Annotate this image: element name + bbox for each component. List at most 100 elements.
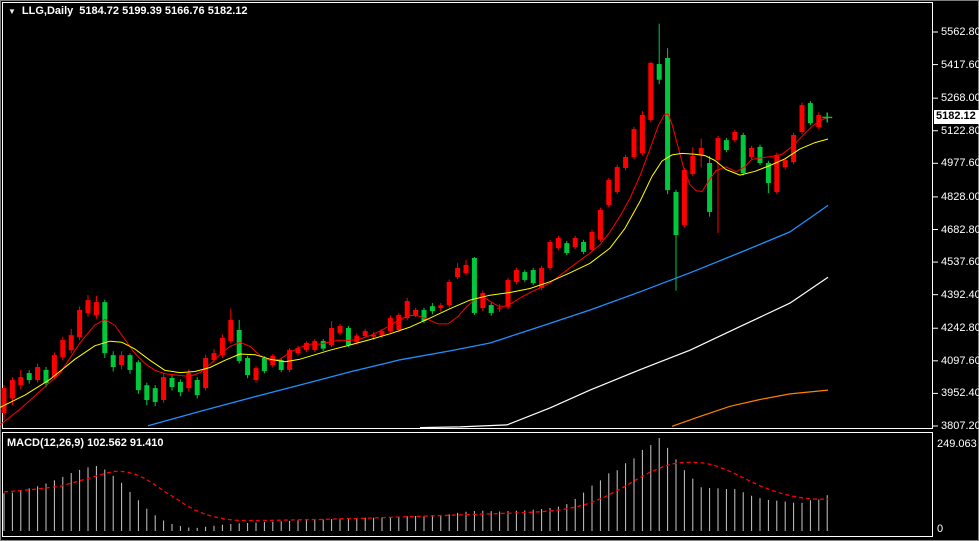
candle-body [261, 358, 267, 372]
candle-body [471, 257, 477, 313]
candle-body [791, 134, 797, 163]
candle-body [236, 329, 242, 361]
candle-body [337, 325, 343, 333]
current-price-badge: 5182.12 [934, 110, 979, 124]
candle-body [278, 360, 284, 370]
price-axis-label: 4977.60 [941, 157, 979, 170]
candle-body [85, 300, 91, 314]
ma-fast-red [0, 113, 829, 426]
candle-body [623, 156, 629, 168]
candle-body [135, 362, 141, 391]
candle-body [404, 301, 410, 319]
candle-body [749, 147, 755, 157]
macd-signal-line [3, 461, 829, 522]
candle-body [295, 348, 301, 354]
candle-body [606, 180, 612, 205]
candle-body [119, 355, 125, 365]
candle-body [807, 103, 813, 124]
candle-body [177, 382, 183, 393]
candle-body [303, 342, 309, 350]
candle-body [35, 367, 41, 381]
candle-body [228, 319, 234, 341]
ma-longest-orange [671, 389, 829, 427]
candle-body [429, 306, 435, 312]
macd-indicator-label: MACD(12,26,9) 102.562 91.410 [7, 437, 164, 449]
candle-body [51, 355, 57, 378]
candle-body [513, 270, 519, 282]
candle-body [480, 292, 486, 308]
candle-body [530, 270, 536, 284]
price-axis-label: 4392.40 [941, 288, 979, 301]
candle-body [329, 327, 335, 346]
candle-body [715, 138, 721, 161]
main-panel-border [2, 2, 933, 429]
ohlc-values: 5184.72 5199.39 5166.76 5182.12 [79, 5, 248, 17]
candle-body [723, 140, 729, 150]
candle-body [60, 340, 66, 357]
candle-body [757, 146, 763, 164]
candle-body [681, 169, 687, 225]
price-axis-label: 4537.60 [941, 256, 979, 269]
macd-scale-max: 249.063 [937, 438, 977, 450]
symbol-period-label: LLG,Daily [21, 5, 74, 17]
candle-body [9, 380, 15, 399]
candle-body [345, 327, 351, 346]
price-axis-label: 3807.20 [941, 420, 979, 432]
candle-body [186, 373, 192, 389]
candle-body [505, 279, 511, 307]
candle-body [18, 377, 24, 385]
candle-body [110, 355, 116, 368]
candle-body [698, 147, 704, 155]
candle-body [446, 281, 452, 306]
candle-body [396, 314, 402, 330]
candle-body [1, 388, 7, 414]
candle-body [639, 114, 645, 154]
candle-body [455, 268, 461, 278]
candle-body [488, 305, 494, 313]
candle-body [665, 57, 671, 191]
candle-body [421, 310, 427, 322]
candle-body [564, 243, 570, 254]
price-axis-label: 4097.60 [941, 354, 979, 367]
candle-body [413, 310, 419, 315]
candle-body [93, 302, 99, 316]
price-axis-label: 3952.40 [941, 387, 979, 400]
candle-body [581, 242, 587, 252]
symbol-dropdown-icon[interactable]: ▼ [8, 6, 16, 16]
candle-body [371, 334, 377, 337]
candle-body [765, 163, 771, 183]
candle-body [287, 349, 293, 370]
price-axis-label: 5268.00 [941, 92, 979, 105]
candle-body [127, 355, 133, 370]
candle-body [43, 369, 49, 384]
candle-body [732, 132, 738, 141]
candle-body [211, 353, 217, 361]
price-axis-label: 4828.00 [941, 190, 979, 203]
candle-body [497, 307, 503, 309]
candle-body [354, 335, 360, 343]
price-axis-label: 5417.60 [941, 58, 979, 71]
price-axis-label: 4682.80 [941, 223, 979, 236]
candle-body [707, 163, 713, 212]
candle-body [572, 237, 578, 247]
candle-body [690, 156, 696, 175]
candle-body [362, 331, 368, 337]
candle-body [379, 331, 385, 336]
candle-body [648, 62, 654, 120]
candle-body [77, 310, 83, 338]
candle-body [673, 191, 679, 236]
candle-body [589, 231, 595, 250]
candle-body [774, 154, 780, 192]
candle-body [614, 167, 620, 192]
candle-body [782, 160, 788, 168]
candle-body [102, 302, 108, 354]
price-axis-label: 5562.80 [941, 26, 979, 38]
candle-body [219, 338, 225, 356]
candle-body [253, 368, 259, 381]
candle-body [387, 318, 393, 332]
ma-mid-blue [147, 204, 829, 427]
candle-body [555, 237, 561, 249]
ma-slow-yellow [0, 138, 829, 408]
